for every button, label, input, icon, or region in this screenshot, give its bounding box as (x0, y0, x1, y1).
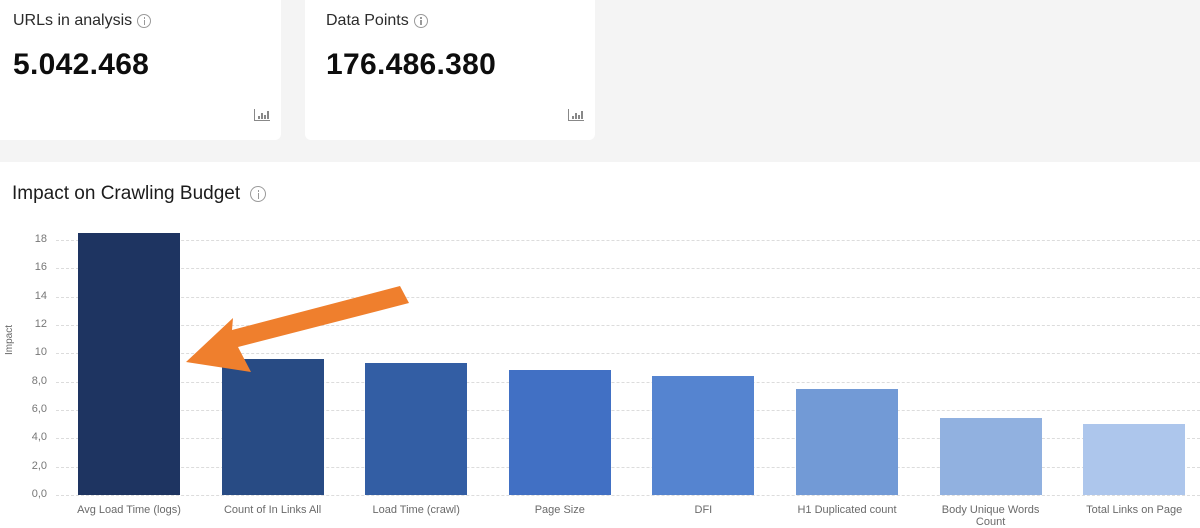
x-tick-label: H1 Duplicated count (797, 504, 897, 516)
bar[interactable] (939, 418, 1042, 495)
section-title-text: Impact on Crawling Budget (12, 183, 241, 204)
kpi-label-text: URLs in analysis (13, 12, 133, 29)
gridline (56, 353, 1200, 355)
impact-bar-chart: Impact 0,0 2,0 4,0 6,0 8,0 10 12 14 16 18 Avg Load… (0, 225, 1200, 528)
gridline (56, 296, 1200, 298)
x-tick-label: DFI (694, 504, 713, 516)
gridline (56, 324, 1200, 326)
bar[interactable] (796, 388, 898, 495)
gridline (56, 268, 1200, 270)
section-title: Impact on Crawling Budget (12, 183, 267, 205)
info-icon[interactable] (137, 14, 152, 28)
gridline (56, 495, 1200, 496)
gridline (56, 409, 1200, 411)
bar[interactable] (221, 358, 324, 495)
y-tick-label: 18 (34, 232, 47, 245)
bar[interactable] (78, 232, 180, 495)
info-icon[interactable] (250, 186, 267, 202)
bar[interactable] (508, 370, 611, 495)
x-tick-label: Count of In Links All (223, 504, 322, 516)
kpi-label-text: Data Points (326, 12, 409, 29)
x-tick-label: Body Unique Words Count (941, 504, 1040, 528)
y-tick-label: 0,0 (31, 488, 47, 500)
kpi-band: URLs in analysis 5.042.468 Data Points 1… (0, 0, 1200, 162)
bar[interactable] (365, 363, 468, 495)
y-tick-label: 4,0 (31, 431, 47, 444)
bar-chart-icon[interactable] (568, 109, 584, 121)
gridline (56, 239, 1200, 241)
kpi-value: 176.486.380 (326, 48, 497, 81)
kpi-card-data-points: Data Points 176.486.380 (305, 0, 595, 140)
x-tick-label: Avg Load Time (logs) (77, 504, 181, 516)
x-tick-label: Total Links on Page (1086, 504, 1183, 516)
x-tick-label: Load Time (crawl) (372, 504, 460, 516)
y-tick-label: 12 (34, 317, 47, 330)
x-tick-label: Page Size (534, 504, 585, 516)
kpi-value: 5.042.468 (13, 48, 150, 81)
y-tick-label: 6,0 (31, 402, 47, 415)
bar[interactable] (1083, 424, 1186, 495)
gridline (56, 381, 1200, 383)
bar[interactable] (652, 375, 755, 495)
y-tick-label: 8,0 (31, 374, 47, 387)
bar-chart-icon[interactable] (254, 109, 270, 121)
y-tick-label: 10 (34, 346, 47, 359)
gridline (56, 438, 1200, 440)
y-tick-label: 16 (34, 261, 47, 274)
y-tick-label: 14 (34, 289, 47, 302)
y-tick-label: 2,0 (31, 459, 47, 472)
kpi-label: Data Points (326, 12, 428, 30)
kpi-card-urls: URLs in analysis 5.042.468 (0, 0, 281, 140)
gridline (56, 466, 1200, 468)
info-icon[interactable] (413, 14, 428, 28)
kpi-label: URLs in analysis (13, 12, 152, 30)
